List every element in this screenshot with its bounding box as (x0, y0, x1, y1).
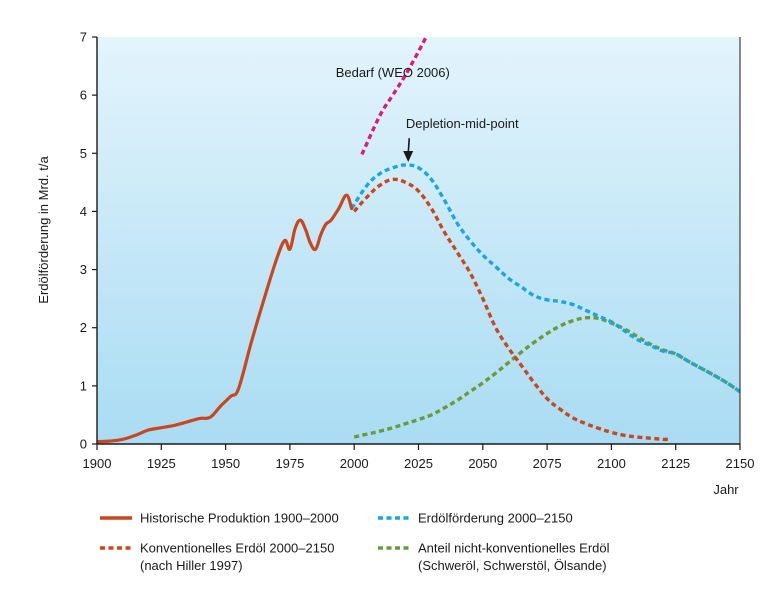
series-line-conventional (352, 177, 669, 442)
x-tick-label: 2100 (597, 456, 626, 471)
y-tick-label: 2 (80, 320, 87, 335)
annotation-demand: Bedarf (WEO 2006) (336, 65, 450, 80)
series-line-historic (97, 193, 354, 444)
x-tick-label: 2075 (533, 456, 562, 471)
y-tick-label: 4 (80, 204, 87, 219)
y-tick-label: 1 (80, 378, 87, 393)
legend-label: Historische Produktion 1900–2000 (140, 511, 339, 526)
series-line-total (350, 163, 740, 394)
y-tick-label: 0 (80, 437, 87, 452)
legend-item: Erdölförderung 2000–2150 (378, 511, 573, 526)
y-axis-label: Erdölförderung in Mrd. t/a (36, 156, 51, 304)
y-tick-label: 5 (80, 146, 87, 161)
x-axis-label: Jahr (713, 482, 739, 497)
legend-label-secondary: (Schweröl, Schwerstöl, Ölsande) (418, 558, 607, 573)
legend-label-secondary: (nach Hiller 1997) (140, 558, 243, 573)
series-line-unconventional (353, 315, 740, 439)
annotation-depletion-mid-point: Depletion-mid-point (406, 116, 519, 131)
legend-label: Anteil nicht-konventionelles Erdöl (418, 541, 610, 556)
y-tick-label: 6 (80, 88, 87, 103)
x-tick-label: 2125 (661, 456, 690, 471)
x-tick-label: 2150 (726, 456, 755, 471)
legend-label: Erdölförderung 2000–2150 (418, 511, 573, 526)
legend-label: Konventionelles Erdöl 2000–2150 (140, 541, 334, 556)
legend-item: Konventionelles Erdöl 2000–2150 (nach Hil… (100, 541, 334, 573)
y-tick-label: 3 (80, 262, 87, 277)
x-tick-label: 2000 (340, 456, 369, 471)
y-tick-label: 7 (80, 30, 87, 45)
x-tick-label: 1950 (211, 456, 240, 471)
legend-item: Historische Produktion 1900–2000 (100, 511, 339, 526)
arrow-head (403, 151, 414, 163)
series-line-demand (360, 37, 428, 156)
legend-item: Anteil nicht-konventionelles Erdöl (Schwe… (378, 541, 610, 573)
x-tick-label: 2050 (468, 456, 497, 471)
x-tick-label: 1975 (275, 456, 304, 471)
x-tick-label: 1925 (147, 456, 176, 471)
x-tick-label: 1900 (83, 456, 112, 471)
plot-area (97, 37, 740, 444)
x-tick-label: 2025 (404, 456, 433, 471)
